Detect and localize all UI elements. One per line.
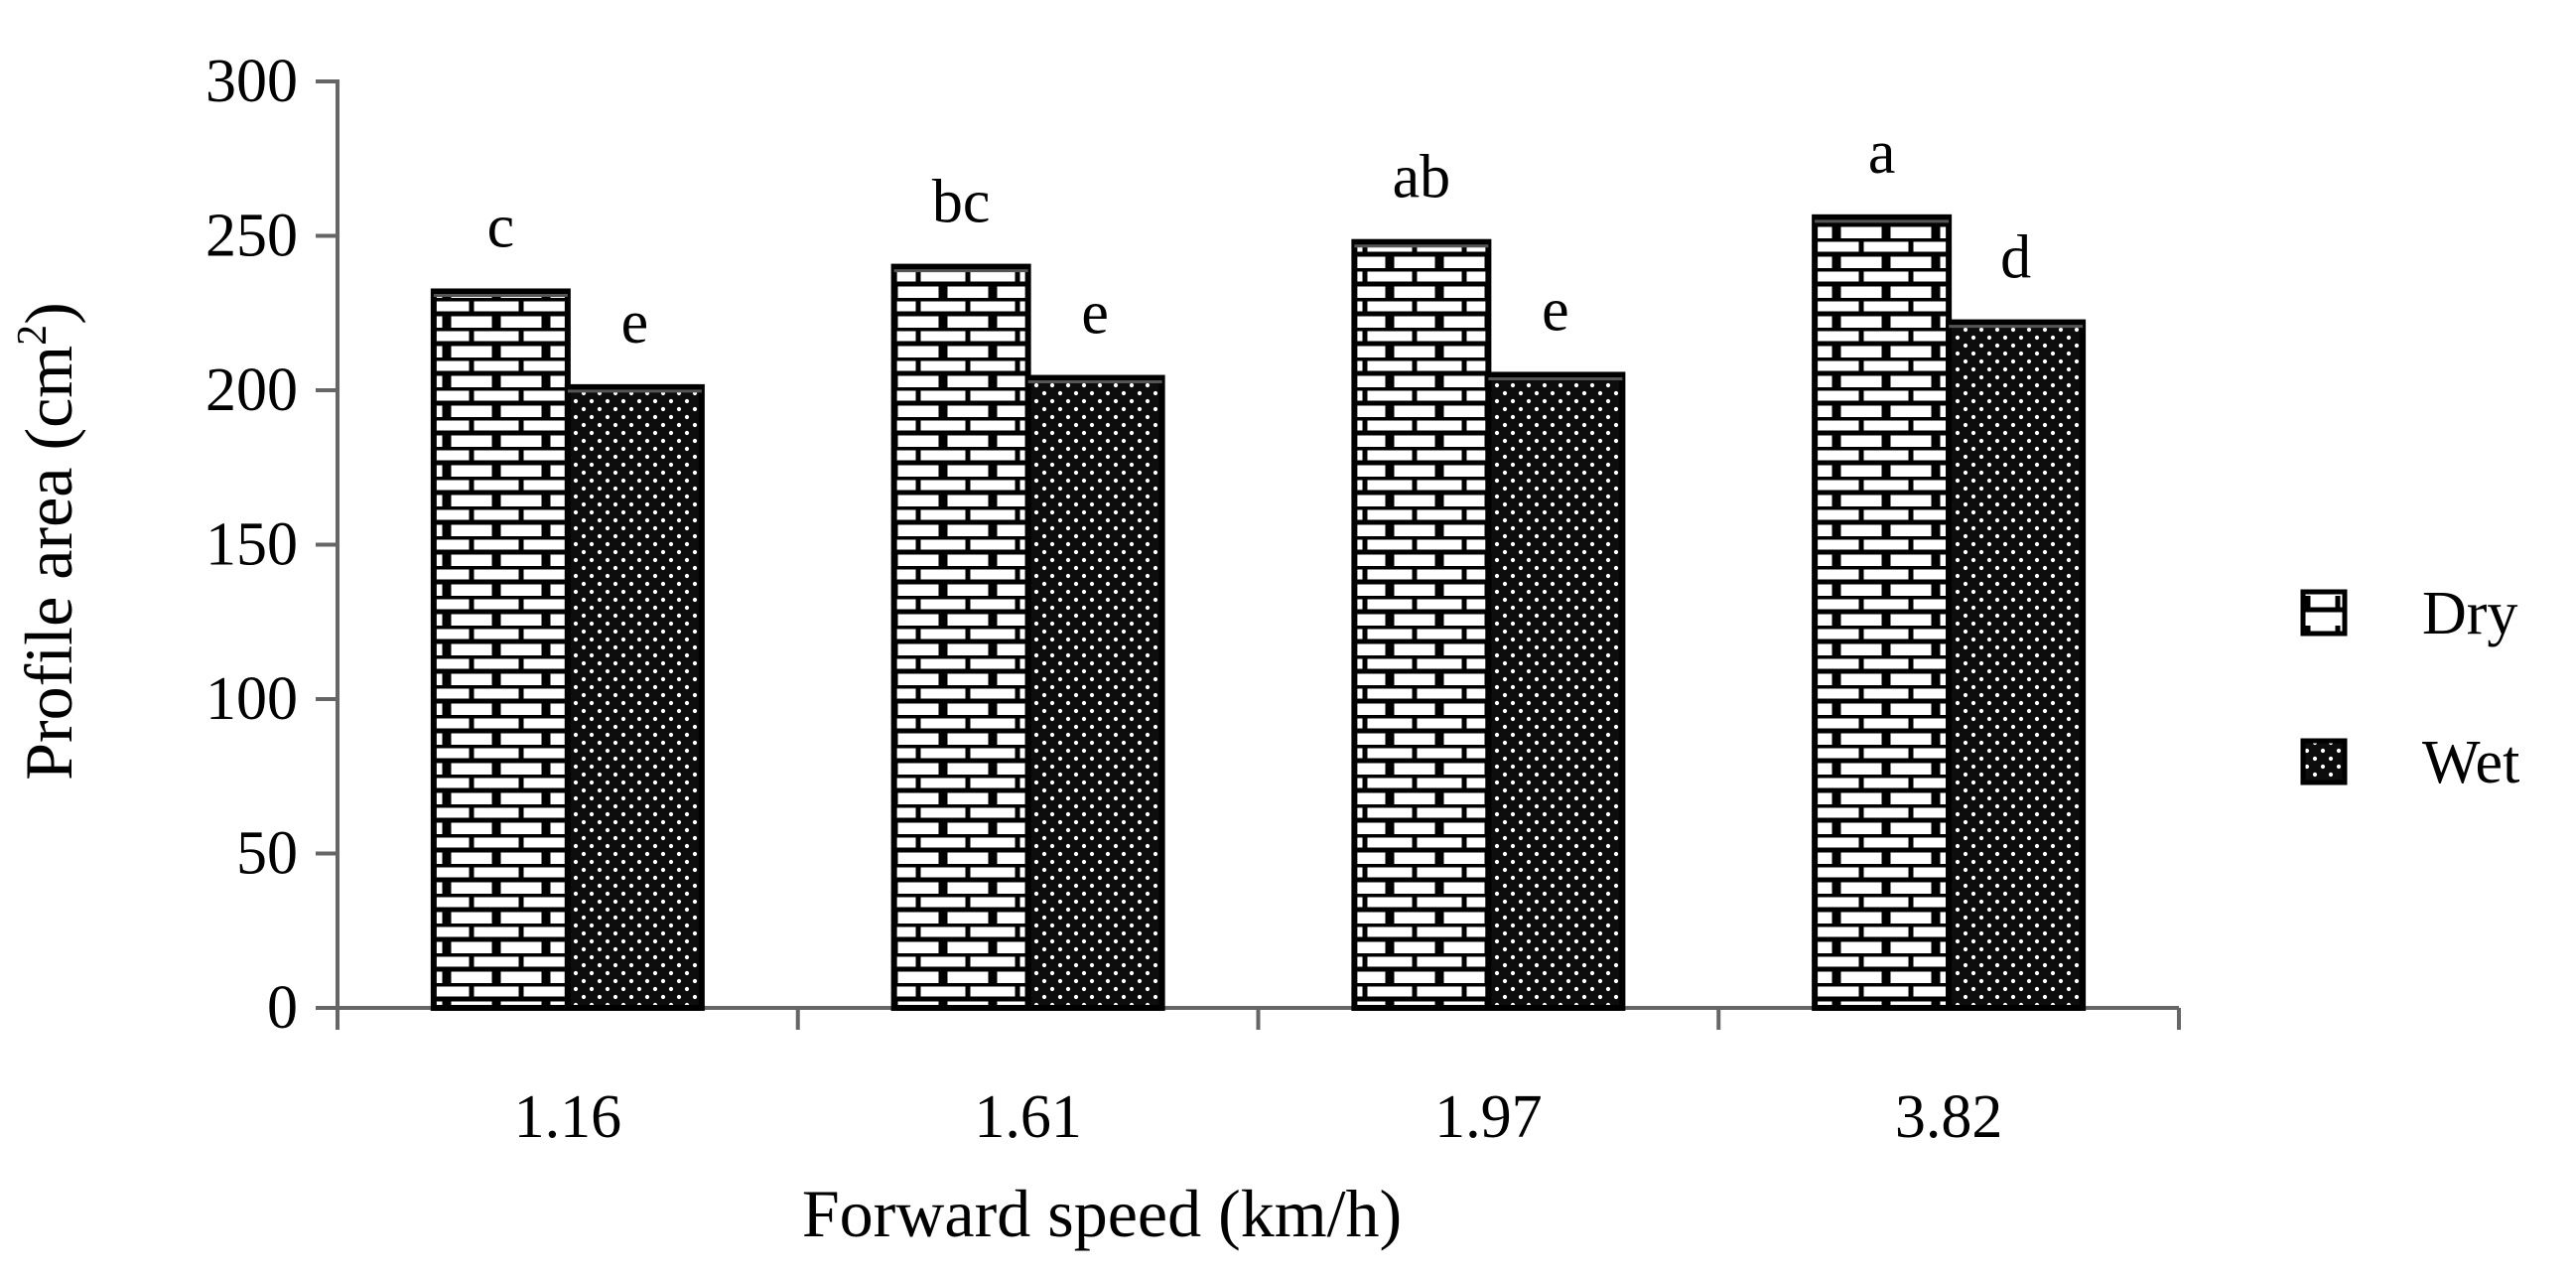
y-axis-title-close: ) <box>11 302 86 325</box>
y-tick-label: 250 <box>205 203 298 270</box>
significance-labels: c e bc e ab e a d <box>487 119 2032 356</box>
significance-label: e <box>1542 276 1569 344</box>
y-axis-title-main: Profile area (cm <box>11 346 86 781</box>
significance-label: bc <box>932 169 991 236</box>
y-tick-label: 200 <box>205 356 298 424</box>
legend-swatch-dry <box>2300 589 2348 637</box>
x-tick-label: 1.97 <box>1434 1083 1543 1151</box>
legend-swatch-wet <box>2300 738 2348 785</box>
x-axis-ticks: 1.16 1.61 1.97 3.82 <box>336 1008 2181 1151</box>
y-tick-label: 0 <box>267 974 298 1042</box>
bar-wet-1.97 <box>1485 371 1626 1011</box>
y-tick-label: 50 <box>236 820 298 888</box>
y-axis-title-superscript: 2 <box>10 325 56 346</box>
bar-wet-1.61 <box>1024 374 1165 1011</box>
legend-label-dry: Dry <box>2422 580 2517 647</box>
y-axis-ticks: 0 50 100 150 200 250 300 <box>205 48 338 1042</box>
significance-label: a <box>1868 119 1896 187</box>
significance-label: c <box>487 193 515 260</box>
x-tick-label: 1.61 <box>974 1083 1082 1151</box>
bars <box>430 213 2087 1012</box>
x-tick-label: 3.82 <box>1895 1083 2003 1151</box>
significance-label: d <box>2000 224 2031 292</box>
bar-wet-3.82 <box>1946 319 2087 1011</box>
x-axis-title: Forward speed (km/h) <box>802 1176 1402 1251</box>
x-tick-label: 1.16 <box>514 1083 622 1151</box>
legend-label-wet: Wet <box>2422 729 2519 796</box>
y-tick-label: 150 <box>205 511 298 579</box>
significance-label: ab <box>1393 144 1451 212</box>
y-tick-label: 100 <box>205 665 298 733</box>
bar-wet-1.16 <box>564 383 705 1011</box>
bar-dry-1.97 <box>1351 238 1492 1012</box>
bar-dry-3.82 <box>1812 213 1953 1011</box>
legend: Dry Wet <box>2300 580 2519 796</box>
significance-label: e <box>621 289 649 356</box>
bar-dry-1.16 <box>430 288 571 1012</box>
y-axis-title: Profile area (cm2) <box>10 302 86 781</box>
bar-dry-1.61 <box>890 263 1031 1012</box>
significance-label: e <box>1081 280 1109 348</box>
y-tick-label: 300 <box>205 48 298 115</box>
